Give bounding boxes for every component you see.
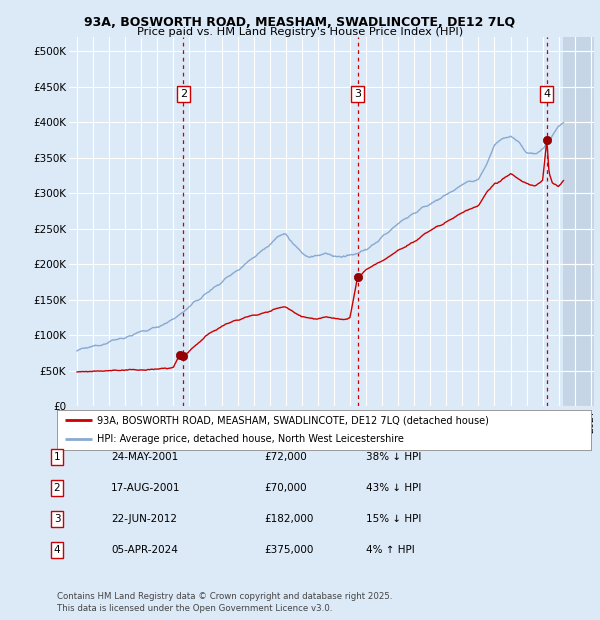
Text: 22-JUN-2012: 22-JUN-2012 — [111, 514, 177, 524]
Text: £70,000: £70,000 — [264, 483, 307, 493]
Text: 1: 1 — [53, 452, 61, 462]
Text: 24-MAY-2001: 24-MAY-2001 — [111, 452, 178, 462]
Text: Price paid vs. HM Land Registry's House Price Index (HPI): Price paid vs. HM Land Registry's House … — [137, 27, 463, 37]
Text: HPI: Average price, detached house, North West Leicestershire: HPI: Average price, detached house, Nort… — [97, 433, 404, 443]
Text: 4: 4 — [53, 545, 61, 555]
Text: Contains HM Land Registry data © Crown copyright and database right 2025.
This d: Contains HM Land Registry data © Crown c… — [57, 591, 392, 613]
Text: 2: 2 — [180, 89, 187, 99]
Text: 3: 3 — [53, 514, 61, 524]
Text: 93A, BOSWORTH ROAD, MEASHAM, SWADLINCOTE, DE12 7LQ (detached house): 93A, BOSWORTH ROAD, MEASHAM, SWADLINCOTE… — [97, 415, 489, 425]
Text: £182,000: £182,000 — [264, 514, 313, 524]
Text: £375,000: £375,000 — [264, 545, 313, 555]
Text: 05-APR-2024: 05-APR-2024 — [111, 545, 178, 555]
Text: 43% ↓ HPI: 43% ↓ HPI — [366, 483, 421, 493]
Text: 4: 4 — [543, 89, 550, 99]
Text: 2: 2 — [53, 483, 61, 493]
Text: 4% ↑ HPI: 4% ↑ HPI — [366, 545, 415, 555]
Text: 17-AUG-2001: 17-AUG-2001 — [111, 483, 181, 493]
Bar — [563, 37, 594, 406]
Text: 38% ↓ HPI: 38% ↓ HPI — [366, 452, 421, 462]
Text: £72,000: £72,000 — [264, 452, 307, 462]
Text: 15% ↓ HPI: 15% ↓ HPI — [366, 514, 421, 524]
Text: 3: 3 — [354, 89, 361, 99]
Text: 93A, BOSWORTH ROAD, MEASHAM, SWADLINCOTE, DE12 7LQ: 93A, BOSWORTH ROAD, MEASHAM, SWADLINCOTE… — [85, 16, 515, 29]
